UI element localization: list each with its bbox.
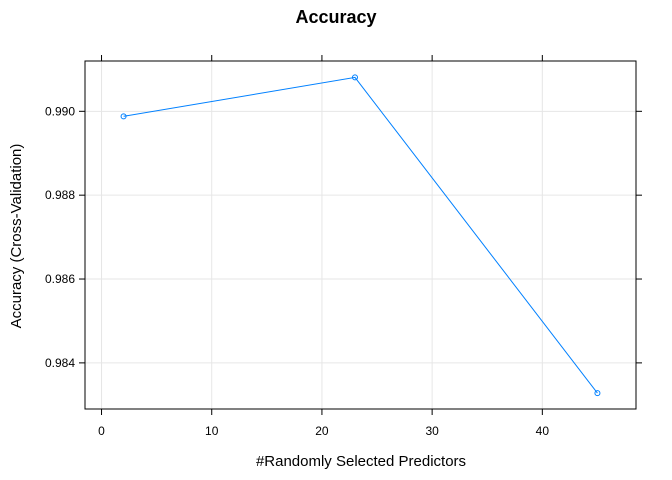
chart-title: Accuracy [295, 7, 376, 27]
y-tick-label: 0.986 [45, 272, 75, 286]
series [120, 74, 601, 397]
x-tick-label: 20 [315, 424, 329, 438]
ticks: 0 10 20 30 40 0.984 0.986 0.988 0.990 [45, 55, 642, 438]
y-axis-label: Accuracy (Cross-Validation) [8, 144, 25, 329]
data-point [120, 113, 127, 120]
y-tick-label: 0.988 [45, 188, 75, 202]
y-tick-label: 0.990 [45, 104, 75, 118]
x-tick-label: 10 [205, 424, 219, 438]
plot-frame [84, 60, 637, 410]
x-tick-label: 30 [425, 424, 439, 438]
y-tick-label: 0.984 [45, 356, 75, 370]
data-point [594, 390, 601, 397]
series-line [123, 76, 598, 394]
x-axis-label: #Randomly Selected Predictors [256, 453, 466, 470]
x-tick-label: 0 [98, 424, 105, 438]
x-tick-label: 40 [536, 424, 550, 438]
data-point [351, 74, 358, 81]
grid [85, 61, 636, 409]
